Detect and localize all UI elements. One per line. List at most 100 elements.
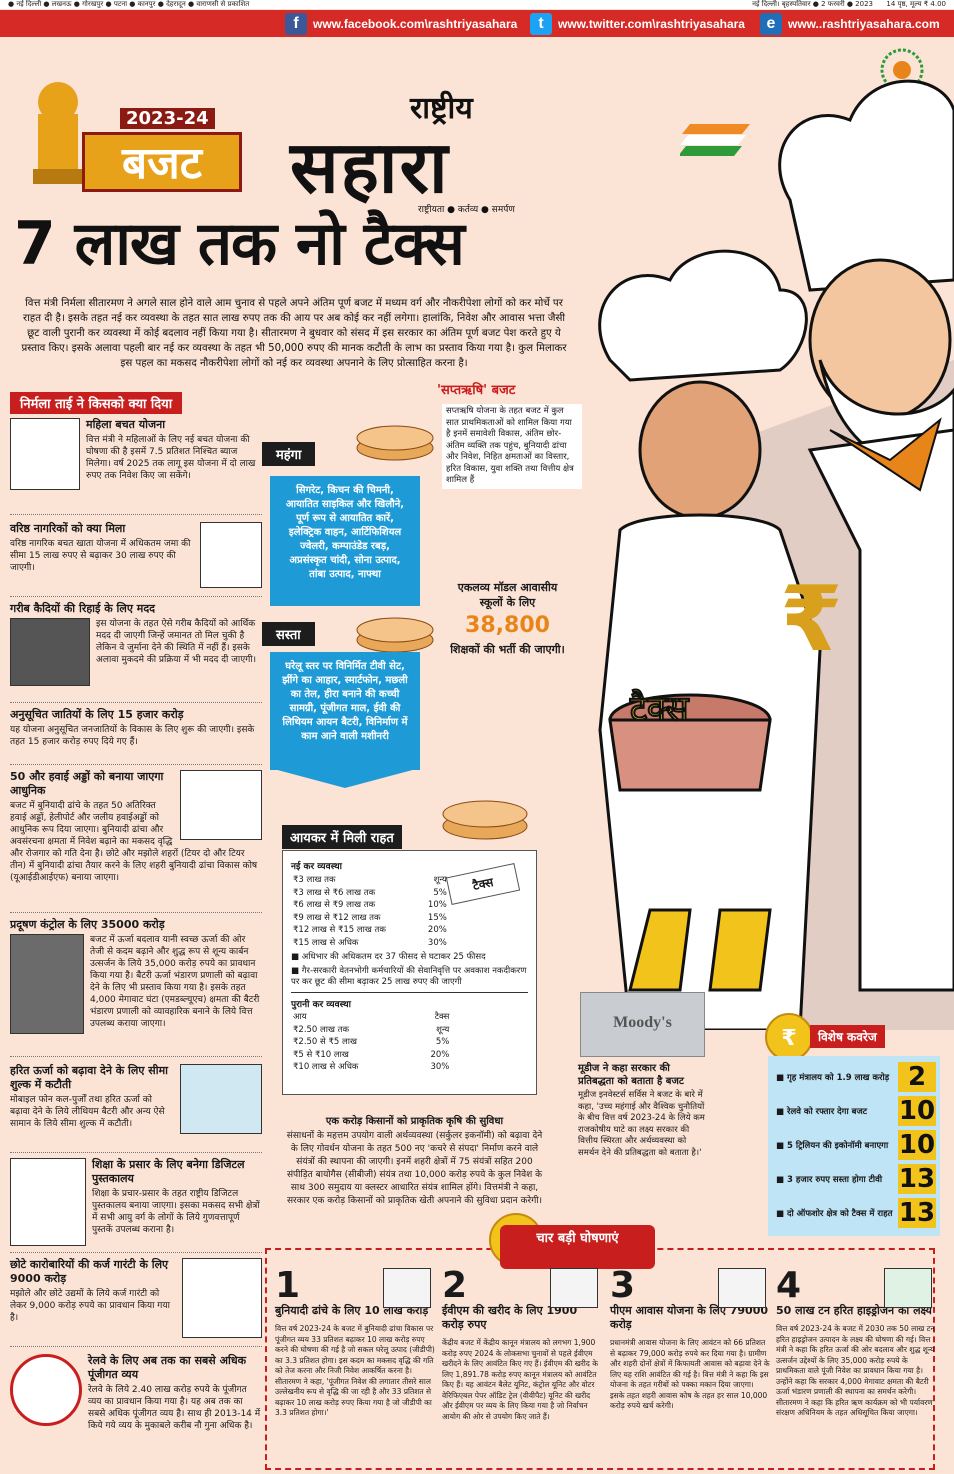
kisan-title: एक करोड़ किसानों को प्राकृतिक कृषि की सु… xyxy=(325,1116,504,1127)
budget-year: 2023-24 xyxy=(120,108,215,129)
new-regime-table: ₹3 लाख तक शून्य ₹3 लाख से ₹6 लाख तक 5% ₹6 … xyxy=(291,874,449,949)
headline: 7 लाख तक नो टैक्स xyxy=(14,209,465,279)
shop-icon xyxy=(182,1258,262,1338)
special-coverage-title: विशेष कवरेज xyxy=(810,1025,885,1048)
table-row: ₹3 लाख से ₹6 लाख तक 5% xyxy=(293,887,447,898)
green-energy-icon xyxy=(180,1064,262,1134)
table-row: ₹3 लाख तक शून्य xyxy=(293,875,447,885)
pollution-icon xyxy=(10,934,84,1034)
coverage-row[interactable]: ■ रेलवे को रफ्तार देगा बजट 10 xyxy=(776,1096,936,1126)
tax-box: नई कर व्यवस्था ₹3 लाख तक शून्य ₹3 लाख से … xyxy=(282,850,537,1095)
indian-railways-logo-icon xyxy=(10,1354,82,1426)
cheap-label: सस्ता xyxy=(262,622,315,646)
moodys-body: मूडीज इनवेस्टर्स सर्विस ने बजट के बारे म… xyxy=(578,1090,705,1158)
moodys-title: मूडीज ने कहा सरकार की प्रतिबद्धता को बता… xyxy=(578,1063,684,1087)
rupee-coin-icon: ₹ xyxy=(765,1013,813,1061)
coverage-row[interactable]: ■ 5 ट्रिलियन की इकोनॉमी बनाएगा 10 xyxy=(776,1130,936,1160)
cheap-items: घरेलू स्तर पर विनिर्मित टीवी सेट, झींगे … xyxy=(270,652,420,770)
budget-word: बजट xyxy=(82,132,242,192)
chefs-illustration: ₹ टैक्स xyxy=(598,79,954,1030)
edition-cities: ● नई दिल्ली ● लखनऊ ● गोरखपुर ● पटना ● का… xyxy=(8,0,250,8)
airport-icon xyxy=(180,770,262,840)
new-regime-heading: नई कर व्यवस्था xyxy=(291,862,342,872)
coverage-row[interactable]: ■ गृह मंत्रालय को 1.9 लाख करोड़ 2 xyxy=(776,1062,936,1092)
lead-paragraph: वित्त मंत्री निर्मला सीतारमण ने अगले साल… xyxy=(21,298,567,369)
kisan-story: एक करोड़ किसानों को प्राकृतिक कृषि की सु… xyxy=(282,1115,547,1208)
list-item: गरीब कैदियों की रिहाई के लिए मदद इस योजन… xyxy=(10,602,262,688)
svg-text:₹: ₹ xyxy=(781,1026,796,1051)
table-row: ₹15 लाख से अधिक 30% xyxy=(293,937,447,948)
coverage-row[interactable]: ■ 3 हजार रुपए सस्ता होगा टीवी 13 xyxy=(776,1164,936,1194)
costly-label: महंगा xyxy=(262,442,316,466)
web-url: www..rashtriyasahara.com xyxy=(788,16,940,31)
table-row: ₹2.50 से ₹5 लाख 5% xyxy=(293,1037,450,1047)
hydrogen-icon xyxy=(884,1268,932,1308)
special-coverage-box: ■ गृह मंत्रालय को 1.9 लाख करोड़ 2 ■ रेलवे… xyxy=(768,1056,940,1236)
kisan-body: संसाधनों के महत्तम उपयोग वाली अर्थव्यवस्… xyxy=(286,1131,543,1206)
four-announcements-title: चार बड़ी घोषणाएं xyxy=(500,1225,655,1269)
coverage-row[interactable]: ■ दो ऑफशोर क्षेत्र को टैक्स में राहत 13 xyxy=(776,1198,936,1228)
list-item: महिला बचत योजना वित्त मंत्री ने महिलाओं … xyxy=(10,418,262,492)
facebook-link[interactable]: f www.facebook.com\rashtriyasahara xyxy=(285,12,518,35)
list-item: शिक्षा के प्रसार के लिए बनेगा डिजिटल पुस… xyxy=(10,1158,262,1248)
twitter-url: www.twitter.com\rashtriyasahara xyxy=(558,16,745,31)
eklavya-box: एकलव्य मॉडल आवासीय स्कूलों के लिए 38,800… xyxy=(445,580,570,657)
list-item: अनुसूचित जातियों के लिए 15 हजार करोड़ यह… xyxy=(10,708,255,747)
senior-citizen-icon xyxy=(200,522,262,588)
facebook-icon: f xyxy=(285,12,307,35)
library-icon xyxy=(10,1158,86,1246)
bridge-icon xyxy=(383,1268,431,1308)
chevron-down-icon xyxy=(270,768,420,788)
tricolor-flag-icon xyxy=(680,124,750,156)
woman-icon xyxy=(10,418,80,490)
paper-tagline: राष्ट्रीयता ● कर्तव्य ● समर्पण xyxy=(418,205,515,215)
masthead: 2023-24 बजट राष्ट्रीय सहारा राष्ट्रीयता … xyxy=(0,38,954,215)
list-item: प्रदूषण कंट्रोल के लिए 35000 करोड़ बजट म… xyxy=(10,918,262,1036)
paper-name-small: राष्ट्रीय xyxy=(410,91,473,126)
tax-bullet: ■ अधिभार की अधिकतम दर 37 फीसद से घटाकर 2… xyxy=(291,952,486,962)
evm-icon xyxy=(550,1268,598,1308)
table-row: ₹10 लाख से अधिक 30% xyxy=(293,1062,450,1072)
tax-title: आयकर में मिली राहत xyxy=(282,825,402,849)
web-link[interactable]: e www..rashtriyasahara.com xyxy=(760,12,940,35)
social-bar: f www.facebook.com\rashtriyasahara t www… xyxy=(0,10,954,37)
moodys-logo: Moody's xyxy=(580,992,705,1057)
saptarishi-title: 'सप्तऋषि' बजट xyxy=(437,383,516,398)
table-row: ₹2.50 लाख तक शून्य xyxy=(293,1024,450,1035)
list-item: वरिष्ठ नागरिकों को क्या मिला वरिष्ठ नागर… xyxy=(10,522,262,588)
web-icon: e xyxy=(760,12,782,35)
announcement-column: 4 50 लाख टन हरित हाइड्रोजन का लक्ष्य वित… xyxy=(776,1265,935,1418)
price: 14 पृष्ठ, मूल्य ₹ 4.00 xyxy=(886,0,946,8)
facebook-url: www.facebook.com\rashtriyasahara xyxy=(313,16,518,31)
four-announcements-box xyxy=(265,1248,935,1470)
dateline: नई दिल्ली। बृहस्पतिवार ● 2 फरवरी ● 2023 xyxy=(752,0,874,8)
parliament-icon xyxy=(356,425,434,461)
tax-bullet: ■ गैर-सरकारी वेतनभोगी कर्मचारियों की सेव… xyxy=(291,966,527,987)
table-row: ₹12 लाख से ₹15 लाख तक 20% xyxy=(293,925,447,935)
old-regime-heading: पुरानी कर व्यवस्था xyxy=(291,1000,352,1010)
list-item: रेलवे के लिए अब तक का सबसे अधिक पूंजीगत … xyxy=(10,1354,262,1432)
announcement-column: 3 पीएम आवास योजना के लिए 79000 करोड़ प्र… xyxy=(610,1265,770,1411)
saptarishi-body: सप्तऋषि योजना के तहत बजट में कुल सात प्र… xyxy=(442,404,582,489)
moodys-story: मूडीज ने कहा सरकार की प्रतिबद्धता को बता… xyxy=(578,1062,708,1159)
eklavya-number: 38,800 xyxy=(465,613,550,638)
parliament-icon xyxy=(356,617,434,653)
house-icon xyxy=(718,1268,766,1308)
parliament-icon xyxy=(442,800,528,840)
list-item: छोटे कारोबारियों की कर्ज गारंटी के लिए 9… xyxy=(10,1258,262,1338)
ashoka-emblem-icon xyxy=(33,82,83,184)
edition-bar: ● नई दिल्ली ● लखनऊ ● गोरखपुर ● पटना ● का… xyxy=(0,0,954,9)
twitter-link[interactable]: t www.twitter.com\rashtriyasahara xyxy=(530,12,745,35)
old-regime-table: आय टैक्स ₹2.50 लाख तक शून्य ₹2.50 से ₹5 ला… xyxy=(291,1011,451,1074)
table-row: ₹5 से ₹10 लाख 20% xyxy=(293,1049,450,1060)
table-row: ₹9 लाख से ₹12 लाख तक 15% xyxy=(293,912,447,923)
paper-name: सहारा xyxy=(290,125,450,209)
table-header: आय टैक्स xyxy=(293,1012,450,1022)
costly-items: सिगरेट, किचन की चिमनी, आयातित साइकिल और … xyxy=(270,476,420,606)
announcement-column: 1 बुनियादी ढांचे के लिए 10 लाख करोड़ वित… xyxy=(275,1265,435,1418)
list-item: हरित ऊर्जा को बढ़ावा देने के लिए सीमा शु… xyxy=(10,1064,262,1134)
table-row: ₹6 लाख से ₹9 लाख तक 10% xyxy=(293,900,447,910)
list-item: 50 और हवाई अड्डों को बनाया जाएगा आधुनिक … xyxy=(10,770,262,884)
rupee-symbol: ₹ xyxy=(780,567,843,672)
left-section-header: निर्मला ताई ने किसको क्या दिया xyxy=(10,392,183,414)
